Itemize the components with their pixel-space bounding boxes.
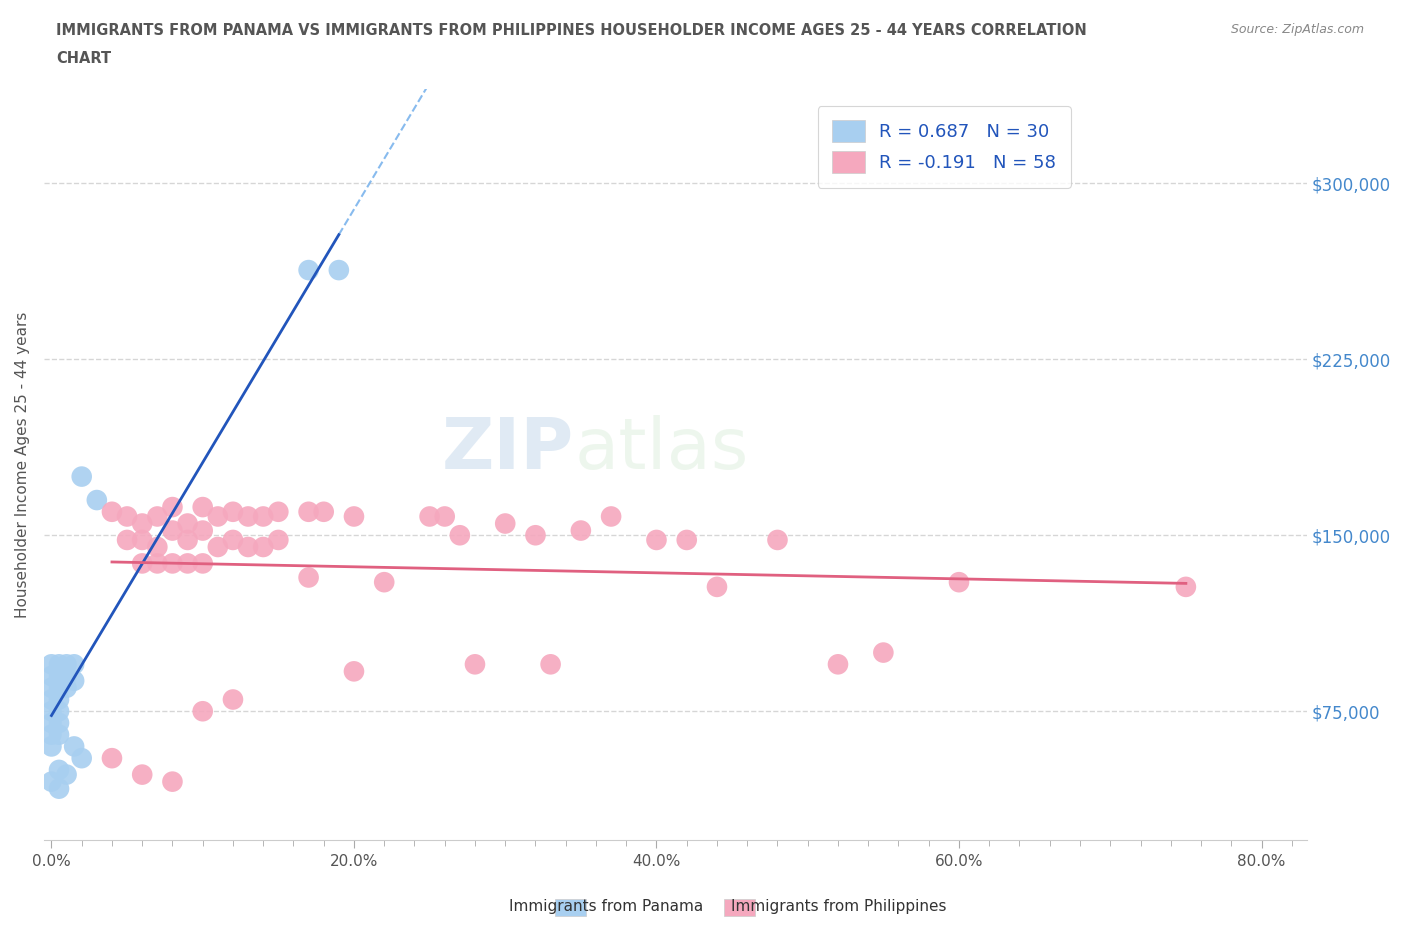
Point (70, 751, 93, 765)
Point (222, 533, 245, 548)
Point (540, 657, 562, 671)
Point (70, 469, 93, 484)
Point (131, 533, 153, 548)
Point (131, 516, 153, 531)
Point (101, 504, 124, 519)
Point (494, 516, 516, 531)
Point (48, 715, 70, 730)
Point (48, 704, 70, 719)
Text: Immigrants from Panama: Immigrants from Panama (509, 899, 703, 914)
Point (63, 657, 86, 671)
Point (312, 504, 335, 519)
Point (41, 739, 63, 754)
Point (115, 533, 138, 548)
Point (191, 556, 214, 571)
Point (766, 533, 789, 548)
Point (101, 751, 124, 765)
Point (343, 664, 366, 679)
Point (569, 523, 592, 538)
Point (645, 533, 668, 548)
Point (827, 657, 849, 671)
Point (176, 533, 198, 548)
Text: Source: ZipAtlas.com: Source: ZipAtlas.com (1230, 23, 1364, 36)
Point (297, 504, 319, 519)
Point (297, 570, 319, 585)
Text: IMMIGRANTS FROM PANAMA VS IMMIGRANTS FROM PHILIPPINES HOUSEHOLDER INCOME AGES 25: IMMIGRANTS FROM PANAMA VS IMMIGRANTS FRO… (56, 23, 1087, 38)
Point (41, 669, 63, 684)
Point (48, 727, 70, 742)
Y-axis label: Householder Income Ages 25 - 44 years: Householder Income Ages 25 - 44 years (15, 312, 30, 618)
Point (48, 692, 70, 707)
Point (63, 673, 86, 688)
Point (86, 493, 108, 508)
Point (41, 704, 63, 719)
Point (176, 556, 198, 571)
Point (252, 509, 274, 524)
Point (524, 528, 547, 543)
Point (48, 657, 70, 671)
Text: Immigrants from Philippines: Immigrants from Philippines (731, 899, 946, 914)
Point (600, 509, 623, 524)
Point (236, 509, 259, 524)
Point (41, 774, 63, 789)
Point (297, 262, 319, 277)
Point (162, 523, 184, 538)
Point (872, 645, 894, 660)
Point (267, 533, 290, 548)
Point (48, 781, 70, 796)
Point (55, 669, 77, 684)
Point (222, 692, 245, 707)
Point (207, 539, 229, 554)
Point (162, 556, 184, 571)
Point (948, 575, 970, 590)
Point (675, 533, 697, 548)
Point (48, 669, 70, 684)
Point (176, 516, 198, 531)
Point (419, 509, 441, 524)
Point (131, 767, 153, 782)
Point (41, 692, 63, 707)
Point (191, 499, 214, 514)
Point (222, 504, 245, 519)
Point (41, 727, 63, 742)
Point (146, 539, 169, 554)
Text: CHART: CHART (56, 51, 111, 66)
Point (449, 528, 471, 543)
Text: ZIP: ZIP (441, 416, 574, 485)
Point (55, 681, 77, 696)
Point (191, 523, 214, 538)
Point (267, 504, 290, 519)
Point (207, 509, 229, 524)
Point (146, 509, 169, 524)
Point (41, 657, 63, 671)
Point (706, 579, 728, 594)
Point (55, 767, 77, 782)
Point (328, 262, 350, 277)
Point (191, 704, 214, 719)
Point (41, 715, 63, 730)
Point (146, 556, 169, 571)
Point (252, 539, 274, 554)
Point (131, 556, 153, 571)
Point (41, 681, 63, 696)
Point (373, 575, 395, 590)
Point (433, 509, 456, 524)
Point (162, 499, 184, 514)
Point (1174, 579, 1197, 594)
Point (63, 739, 86, 754)
Point (48, 681, 70, 696)
Point (115, 509, 138, 524)
Point (343, 509, 366, 524)
Point (48, 763, 70, 777)
Legend: R = 0.687   N = 30, R = -0.191   N = 58: R = 0.687 N = 30, R = -0.191 N = 58 (818, 106, 1070, 188)
Point (236, 539, 259, 554)
Point (464, 657, 486, 671)
Point (55, 657, 77, 671)
Point (162, 774, 184, 789)
Text: atlas: atlas (574, 416, 749, 485)
